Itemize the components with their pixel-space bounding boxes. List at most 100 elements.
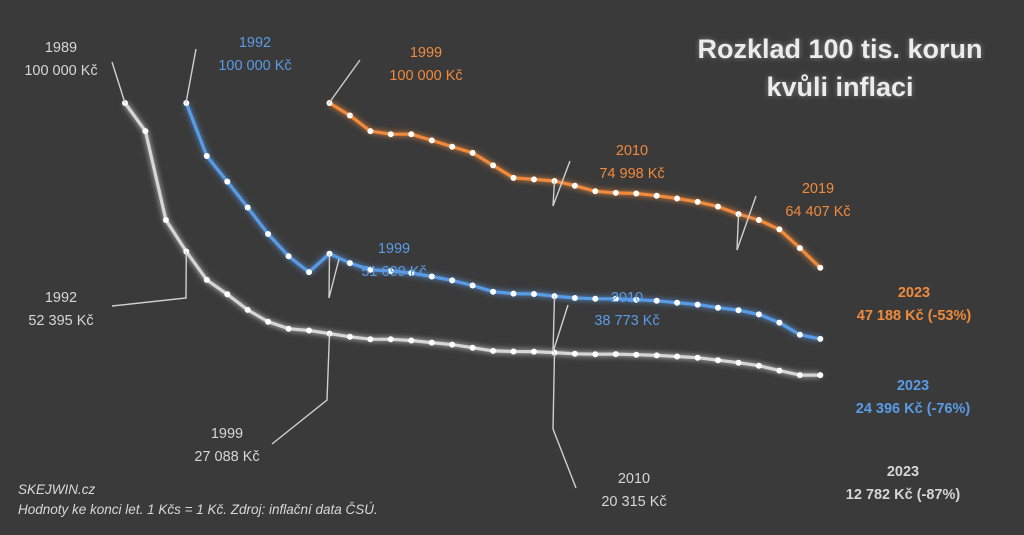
point-1999-2013 [612, 189, 619, 196]
point-1992-2000 [346, 260, 353, 267]
point-1989-2012 [592, 351, 599, 358]
point-1999-2015 [653, 192, 660, 199]
point-1989-2005 [449, 341, 456, 348]
leader-line-1992-1992 [185, 48, 197, 104]
point-1989-2021 [776, 367, 783, 374]
point-1992-1993 [203, 153, 210, 159]
point-1999-2006 [469, 149, 476, 156]
data-label-value-1999-2010: 74 998 Kč [599, 166, 664, 182]
leader-line-1989-1992 [111, 251, 187, 307]
point-1992-2017 [694, 301, 701, 308]
leader-line-1989-1999 [271, 333, 331, 445]
point-1999-2012 [592, 188, 599, 195]
point-1999-2016 [674, 195, 681, 202]
series-line-1989 [123, 102, 821, 377]
point-1992-2014 [633, 296, 640, 303]
data-label-year-1989-2010: 2010 [618, 471, 650, 487]
point-1989-2009 [531, 348, 537, 355]
point-1992-2005 [449, 277, 456, 284]
point-1989-2011 [571, 350, 578, 357]
leader-line-1999-2019 [736, 195, 757, 251]
data-label-value-1999-2023: 47 188 Kč (-53%) [857, 308, 972, 324]
point-1989-1997 [285, 325, 292, 332]
data-label-year-1989-2023: 2023 [887, 464, 919, 480]
data-label-year-1989-1992: 1992 [45, 290, 77, 306]
point-1999-2000 [346, 112, 353, 119]
point-1992-2006 [469, 282, 476, 289]
point-1992-2002 [387, 268, 394, 274]
data-label-value-1992-1999: 51 699 Kč [361, 264, 426, 280]
leader-line-1989-2010 [552, 352, 577, 489]
point-1992-2020 [755, 311, 762, 318]
point-1992-1997 [285, 253, 292, 260]
point-1992-1998 [306, 269, 312, 276]
data-label-value-1989-1989: 100 000 Kč [24, 63, 97, 79]
point-1989-2013 [612, 351, 619, 358]
point-1989-2006 [469, 344, 476, 351]
point-1999-2011 [571, 182, 578, 189]
point-1989-2008 [510, 348, 517, 355]
point-1999-2007 [490, 162, 497, 169]
point-1989-2001 [367, 336, 374, 343]
point-1999-2005 [449, 143, 456, 150]
point-1989-2014 [633, 351, 640, 358]
leader-line-1992-1999 [328, 253, 340, 299]
point-1989-2000 [346, 333, 353, 340]
leader-line-1989-1989 [111, 61, 126, 104]
data-label-year-1989-1989: 1989 [45, 40, 77, 56]
point-1992-2018 [715, 304, 721, 311]
point-1989-2016 [674, 353, 681, 360]
point-1989-2007 [490, 347, 497, 354]
point-1999-2001 [367, 128, 374, 135]
point-1999-2023 [817, 264, 824, 271]
data-label-value-1989-1999: 27 088 Kč [194, 449, 259, 465]
point-1989-2015 [653, 352, 660, 359]
point-1989-2017 [694, 354, 701, 361]
data-label-value-1992-1992: 100 000 Kč [218, 58, 291, 74]
point-1989-2004 [428, 339, 435, 346]
point-1989-2020 [755, 362, 762, 369]
leader-line-1999-2010 [552, 160, 571, 207]
point-1992-2004 [428, 273, 435, 280]
point-1999-2017 [694, 198, 701, 205]
point-1992-2013 [612, 295, 619, 302]
point-1992-2015 [653, 297, 660, 304]
data-label-value-1989-2023: 12 782 Kč (-87%) [846, 487, 961, 503]
point-1992-2008 [510, 290, 517, 297]
point-1989-1994 [224, 291, 231, 298]
point-1992-1996 [265, 231, 272, 237]
point-1992-2016 [674, 299, 681, 306]
point-1992-2009 [531, 291, 537, 297]
data-label-year-1992-1999: 1999 [378, 241, 410, 257]
data-label-year-1999-1999: 1999 [410, 45, 442, 61]
chart-title-line-2: kvůli inflaci [766, 72, 914, 102]
point-1989-2003 [408, 337, 415, 344]
point-1992-2011 [571, 295, 578, 301]
point-1999-2003 [408, 131, 415, 138]
point-1989-1995 [244, 306, 251, 313]
series-line-1992 [184, 102, 821, 341]
data-label-year-1992-2010: 2010 [611, 290, 643, 306]
point-1989-2018 [715, 357, 721, 364]
point-1992-2001 [367, 266, 374, 273]
point-1989-2019 [735, 359, 742, 366]
footer-brand: SKEJWIN.cz [18, 482, 96, 497]
data-label-year-1999-2019: 2019 [802, 181, 834, 197]
chart-title: Rozklad 100 tis. korun kvůli inflaci [665, 30, 1015, 106]
point-1999-2004 [428, 137, 435, 144]
data-label-value-1989-2010: 20 315 Kč [601, 494, 666, 510]
point-1992-1995 [244, 204, 251, 211]
data-label-year-1992-2023: 2023 [897, 378, 929, 394]
data-label-value-1999-2019: 64 407 Kč [785, 204, 850, 220]
point-1999-2014 [633, 190, 640, 197]
point-1999-2002 [387, 131, 394, 138]
data-label-year-1989-1999: 1999 [211, 426, 243, 442]
point-1989-2023 [817, 372, 824, 379]
point-1989-1993 [203, 276, 210, 283]
point-1989-1998 [306, 327, 312, 334]
point-1999-2020 [755, 217, 762, 223]
point-1992-2003 [408, 270, 415, 276]
point-1999-2021 [776, 226, 783, 233]
point-1992-2023 [817, 335, 824, 342]
